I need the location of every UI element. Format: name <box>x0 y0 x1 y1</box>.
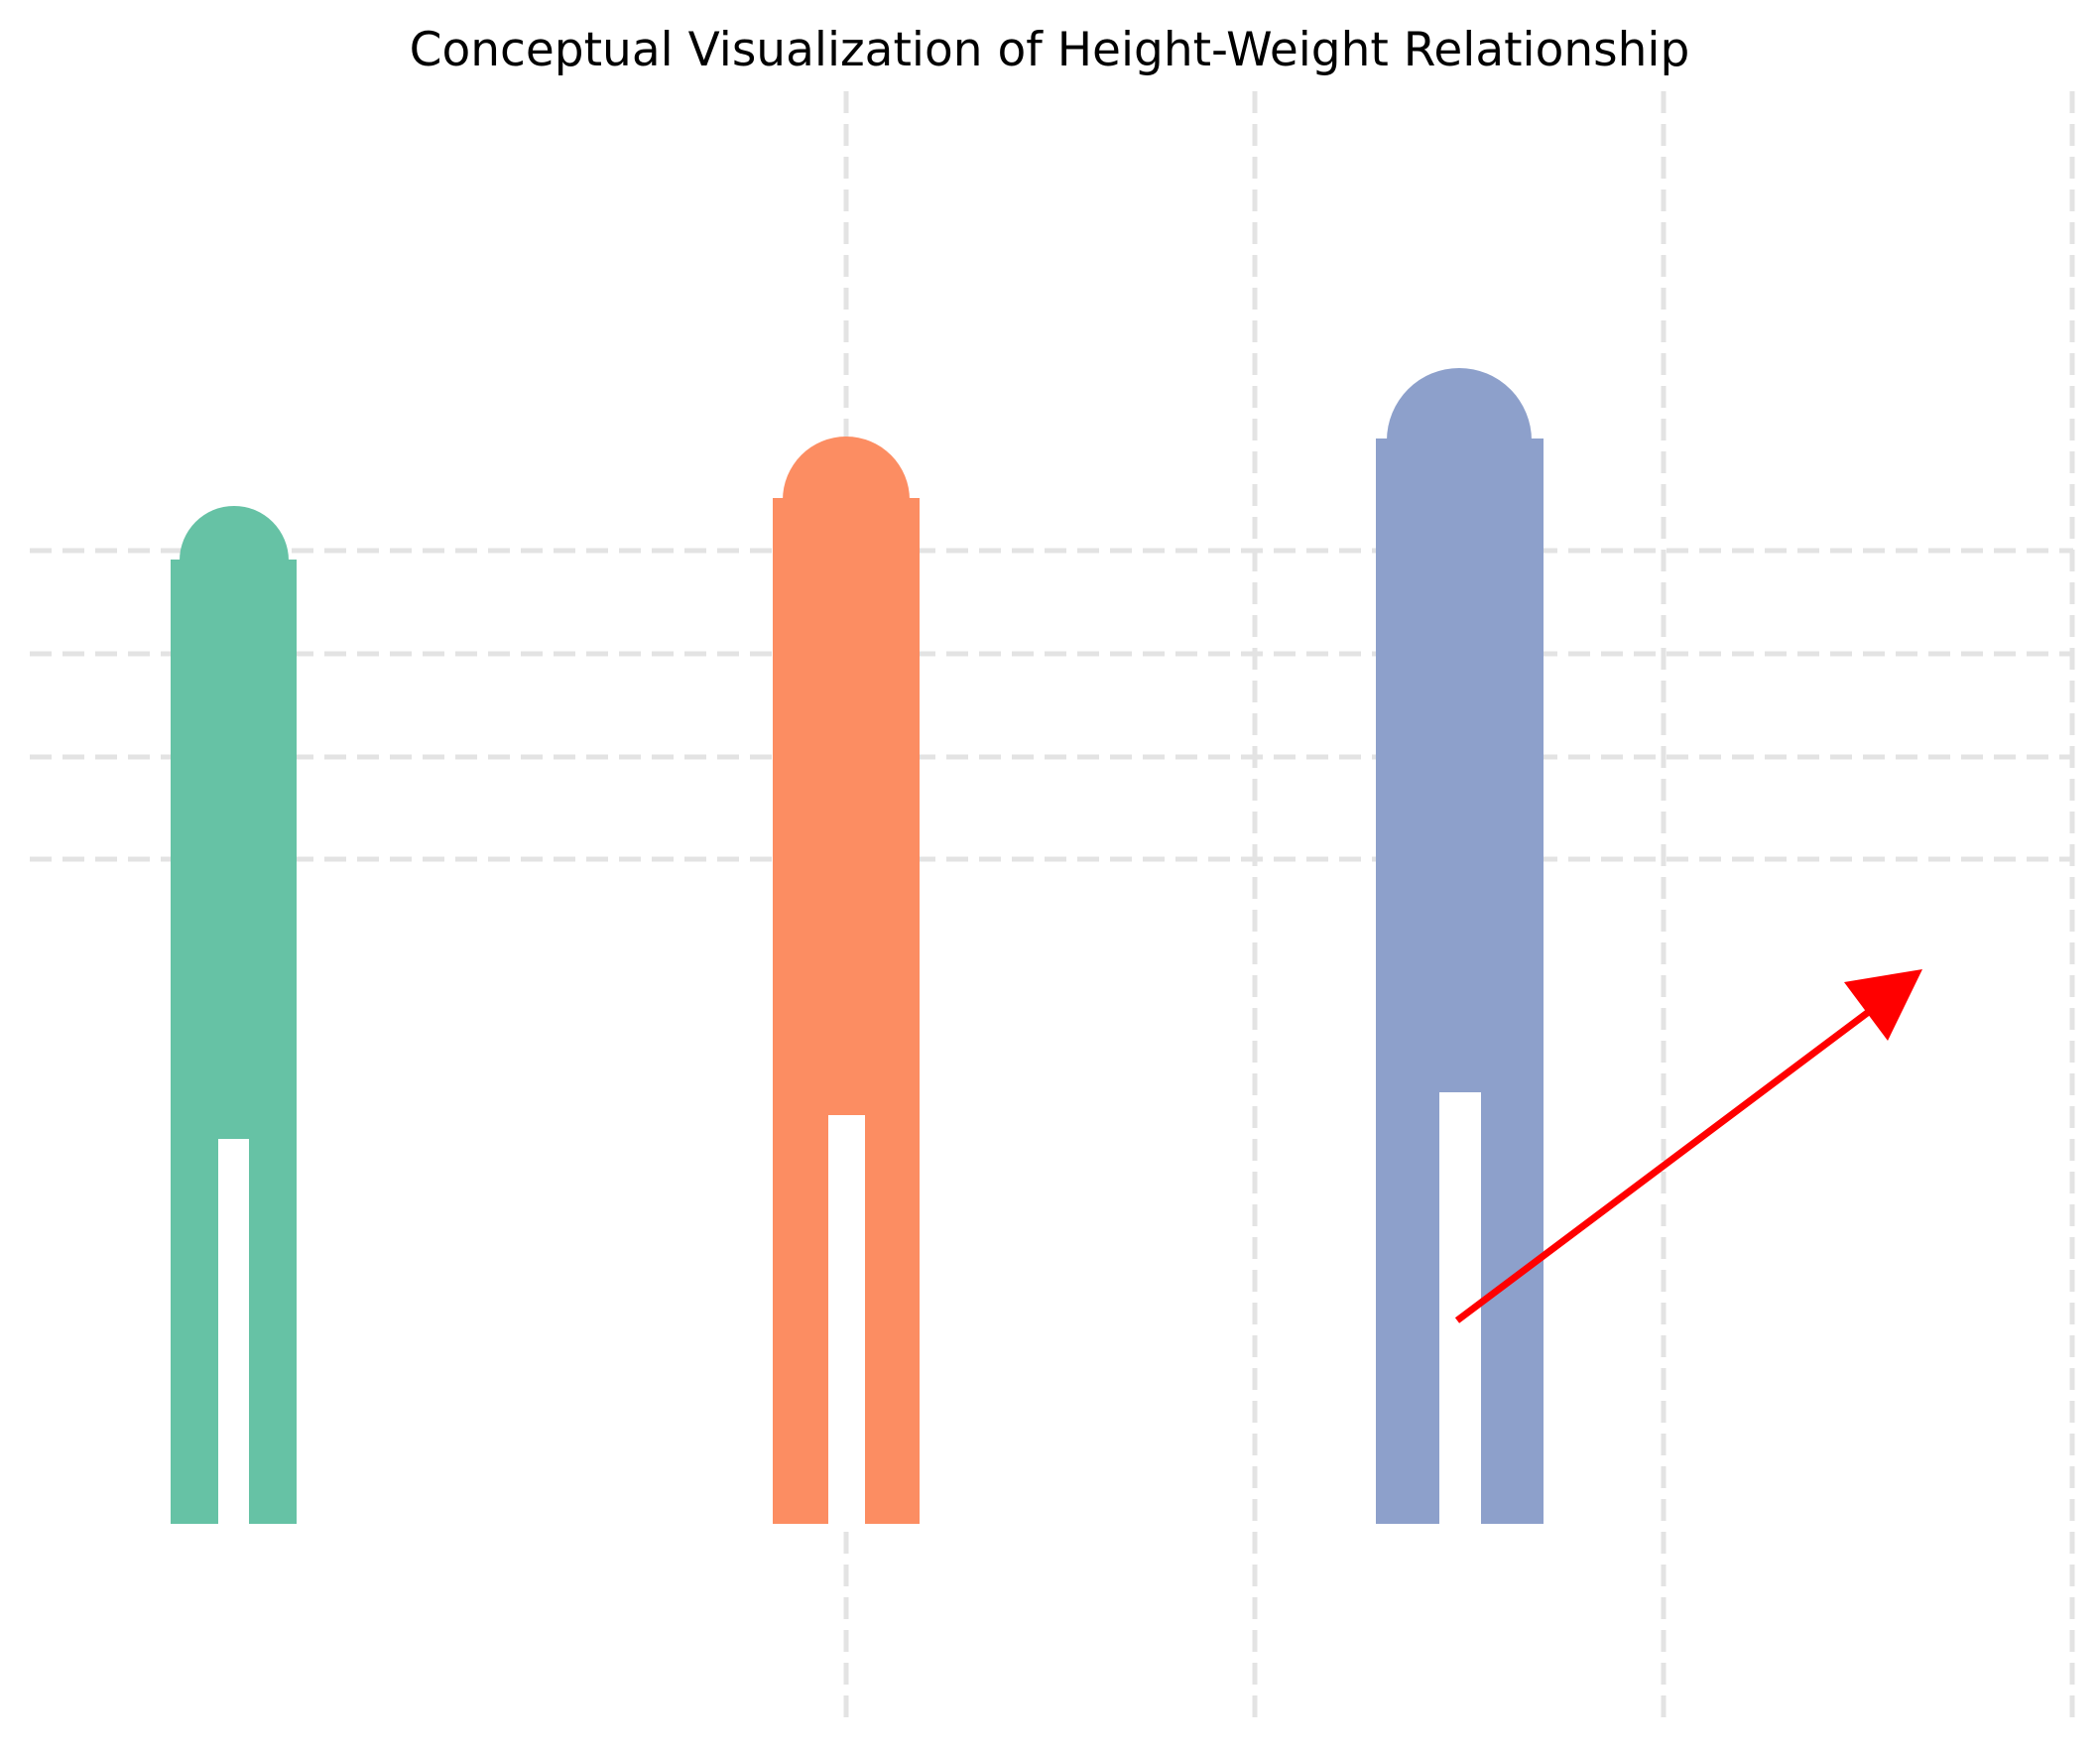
arrow-head <box>1844 969 1922 1041</box>
leg-gap <box>218 1139 249 1526</box>
trend-arrow <box>1454 969 1922 1323</box>
arrow-shaft <box>1454 1002 1881 1323</box>
figure-medium <box>773 437 920 1526</box>
figure-tall-wide <box>1376 368 1544 1526</box>
grid-lines <box>30 91 2075 1726</box>
figure-short-thin <box>171 506 297 1526</box>
leg-gap <box>828 1115 865 1526</box>
diagram-title: Conceptual Visualization of Height-Weigh… <box>410 23 1690 77</box>
